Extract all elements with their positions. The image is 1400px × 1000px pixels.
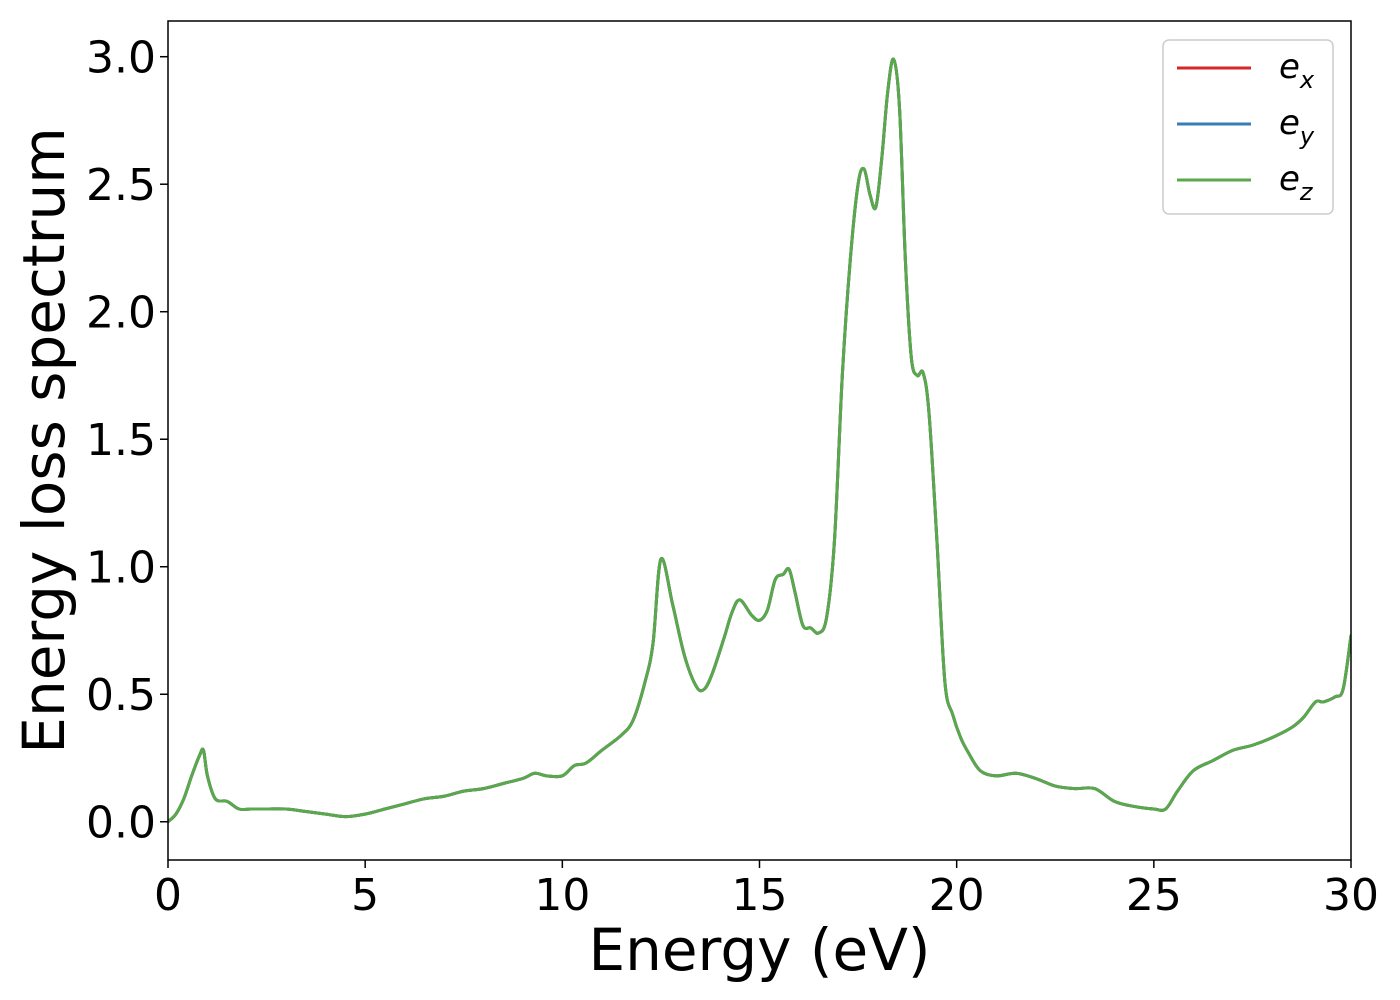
y-tick-label: 3.0 — [86, 33, 156, 84]
x-tick-label: 0 — [154, 870, 182, 921]
y-tick-label: 0.5 — [86, 670, 156, 721]
x-tick-label: 10 — [534, 870, 590, 921]
y-tick-label: 2.5 — [86, 160, 156, 211]
x-tick-label: 5 — [351, 870, 379, 921]
series-layer — [168, 57, 1351, 824]
y-tick-label: 1.5 — [86, 415, 156, 466]
legend-item-ez: ez — [1177, 159, 1314, 206]
x-tick-label: 20 — [929, 870, 985, 921]
legend-label: ex — [1279, 47, 1315, 94]
y-axis-ticks: 0.0 0.5 1.0 1.5 2.0 2.5 3.0 — [86, 33, 168, 849]
x-axis-label: Energy (eV) — [588, 916, 930, 984]
legend-label: ey — [1279, 103, 1315, 150]
legend-label: ez — [1279, 159, 1314, 206]
x-tick-label: 15 — [732, 870, 788, 921]
x-tick-label: 30 — [1323, 870, 1379, 921]
y-tick-label: 0.0 — [86, 798, 156, 849]
legend-item-ey: ey — [1177, 103, 1315, 150]
series-line-ez — [168, 57, 1351, 824]
x-axis-ticks: 0 5 10 15 20 25 30 — [154, 860, 1379, 921]
legend: ex ey ez — [1162, 39, 1334, 215]
legend-box — [1162, 39, 1334, 215]
y-tick-label: 1.0 — [86, 543, 156, 594]
legend-item-ex: ex — [1177, 47, 1315, 94]
y-axis-label: Energy loss spectrum — [10, 127, 78, 753]
y-tick-label: 2.0 — [86, 288, 156, 339]
legend-items: ex ey ez — [1177, 47, 1315, 206]
x-tick-label: 25 — [1126, 870, 1182, 921]
